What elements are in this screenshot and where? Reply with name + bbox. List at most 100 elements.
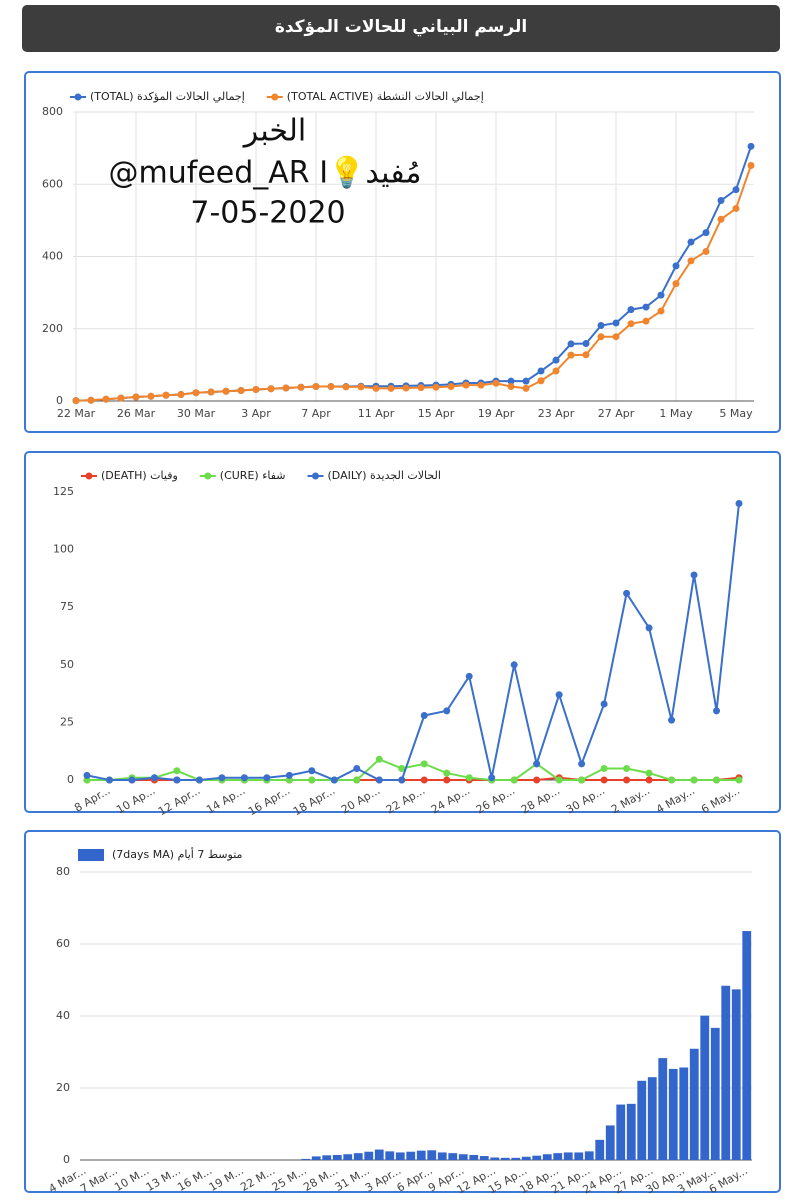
x-tick-label: 15 Apr bbox=[418, 407, 455, 420]
point bbox=[195, 776, 203, 784]
point bbox=[117, 394, 125, 402]
legend-swatch bbox=[78, 849, 104, 861]
point bbox=[417, 384, 425, 392]
point bbox=[717, 197, 725, 205]
point bbox=[510, 661, 518, 669]
point bbox=[353, 776, 361, 784]
point bbox=[267, 385, 275, 393]
point bbox=[447, 383, 455, 391]
bar bbox=[437, 1152, 447, 1160]
bar bbox=[364, 1151, 374, 1160]
point bbox=[672, 280, 680, 288]
y-tick-label: 75 bbox=[60, 600, 74, 613]
point bbox=[522, 384, 530, 392]
point bbox=[567, 351, 575, 359]
point bbox=[578, 776, 586, 784]
bar bbox=[710, 1027, 720, 1160]
point bbox=[747, 161, 755, 169]
bar bbox=[469, 1154, 479, 1160]
point bbox=[735, 500, 743, 508]
bar bbox=[416, 1150, 426, 1160]
point bbox=[330, 776, 338, 784]
x-tick-label: 19 Apr bbox=[478, 407, 515, 420]
y-tick-label: 100 bbox=[53, 543, 74, 556]
point bbox=[342, 383, 350, 391]
panel bbox=[24, 830, 781, 1193]
point bbox=[222, 387, 230, 395]
point bbox=[443, 707, 451, 715]
point bbox=[668, 776, 676, 784]
legend-label: الحالات الجديدة (DAILY) bbox=[328, 469, 441, 482]
point bbox=[240, 774, 248, 782]
y-tick-label: 600 bbox=[42, 177, 63, 190]
bar bbox=[395, 1152, 405, 1160]
y-tick-label: 400 bbox=[42, 250, 63, 263]
point bbox=[627, 320, 635, 328]
point bbox=[192, 389, 200, 397]
legend-label: متوسط 7 أيام (7days MA) bbox=[112, 847, 243, 861]
point bbox=[83, 771, 91, 779]
y-tick-label: 60 bbox=[56, 937, 70, 950]
point bbox=[672, 262, 680, 270]
point bbox=[732, 186, 740, 194]
point bbox=[420, 776, 428, 784]
watermark: 7-05-2020 bbox=[190, 196, 345, 231]
legend-marker bbox=[204, 472, 212, 480]
legend-marker bbox=[74, 93, 82, 101]
point bbox=[285, 771, 293, 779]
bar bbox=[532, 1155, 542, 1160]
bar bbox=[595, 1139, 605, 1160]
x-tick-label: 22 Mar bbox=[57, 407, 96, 420]
point bbox=[597, 333, 605, 341]
point bbox=[132, 393, 140, 401]
point bbox=[150, 774, 158, 782]
point bbox=[128, 776, 136, 784]
bar bbox=[626, 1103, 636, 1160]
point bbox=[252, 385, 260, 393]
bar bbox=[668, 1068, 678, 1160]
point bbox=[237, 387, 245, 395]
x-tick-label: 26 Mar bbox=[117, 407, 156, 420]
point bbox=[218, 774, 226, 782]
y-tick-label: 25 bbox=[60, 715, 74, 728]
point bbox=[567, 340, 575, 348]
legend-label: إجمالي الحالات المؤكدة (TOTAL) bbox=[90, 90, 245, 103]
bar bbox=[658, 1058, 668, 1160]
point bbox=[387, 384, 395, 392]
point bbox=[600, 700, 608, 708]
y-tick-label: 80 bbox=[56, 865, 70, 878]
bar bbox=[584, 1151, 594, 1160]
point bbox=[690, 776, 698, 784]
point bbox=[173, 767, 181, 775]
panel bbox=[24, 71, 781, 433]
x-tick-label: 1 May bbox=[659, 407, 693, 420]
header-title: الرسم البياني للحالات المؤكدة bbox=[275, 17, 527, 37]
legend-marker bbox=[85, 472, 93, 480]
bar bbox=[374, 1149, 384, 1160]
point bbox=[612, 319, 620, 327]
bar bbox=[637, 1080, 647, 1160]
bar bbox=[742, 931, 752, 1160]
point bbox=[398, 776, 406, 784]
point bbox=[308, 767, 316, 775]
point bbox=[657, 291, 665, 299]
legend-label: شفاء (CURE) bbox=[220, 469, 286, 482]
point bbox=[372, 384, 380, 392]
series-line bbox=[75, 165, 752, 402]
point bbox=[732, 204, 740, 212]
point bbox=[645, 624, 653, 632]
point bbox=[645, 776, 653, 784]
point bbox=[642, 303, 650, 311]
bar bbox=[332, 1154, 342, 1160]
bar bbox=[322, 1155, 332, 1160]
point bbox=[687, 238, 695, 246]
point bbox=[102, 395, 110, 403]
point bbox=[507, 383, 515, 391]
point bbox=[623, 776, 631, 784]
point bbox=[263, 774, 271, 782]
point bbox=[327, 383, 335, 391]
bar bbox=[553, 1153, 563, 1160]
bar bbox=[353, 1153, 363, 1160]
point bbox=[668, 716, 676, 724]
point bbox=[552, 356, 560, 364]
